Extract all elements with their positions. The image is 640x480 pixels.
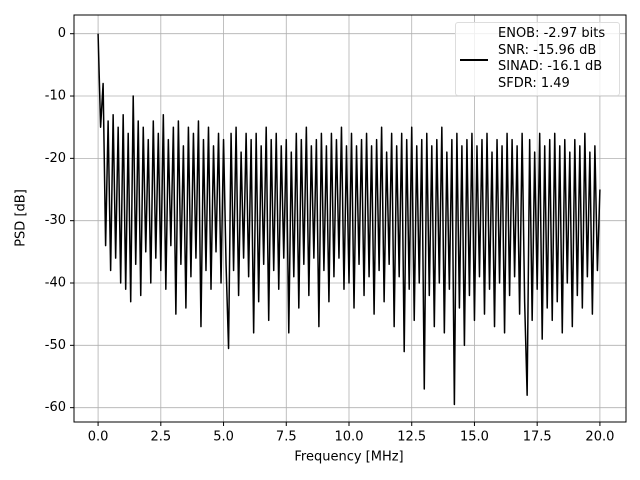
legend-swatch [460, 59, 488, 61]
legend: ENOB: -2.97 bits SNR: -15.96 dB SINAD: -… [455, 22, 620, 96]
y-tick-label: -60 [45, 400, 66, 415]
x-tick-label: 20.0 [585, 430, 614, 445]
y-tick-label: -50 [45, 338, 66, 353]
y-tick-label: 0 [58, 26, 66, 41]
x-tick-label: 7.5 [276, 430, 297, 445]
x-tick-label: 10.0 [335, 430, 364, 445]
x-tick-label: 12.5 [397, 430, 426, 445]
x-tick-label: 0.0 [88, 430, 109, 445]
x-axis-label: Frequency [MHz] [294, 450, 403, 465]
y-tick-label: -10 [45, 89, 66, 104]
x-tick-label: 2.5 [150, 430, 171, 445]
y-axis-label: PSD [dB] [14, 189, 29, 247]
x-tick-label: 5.0 [213, 430, 234, 445]
legend-label: ENOB: -2.97 bits SNR: -15.96 dB SINAD: -… [498, 26, 606, 91]
x-tick-label: 15.0 [460, 430, 489, 445]
plot-frame [73, 14, 627, 423]
x-tick-label: 17.5 [523, 430, 552, 445]
y-tick-label: -20 [45, 151, 66, 166]
y-tick-label: -40 [45, 276, 66, 291]
y-tick-label: -30 [45, 213, 66, 228]
series-line [97, 33, 601, 406]
